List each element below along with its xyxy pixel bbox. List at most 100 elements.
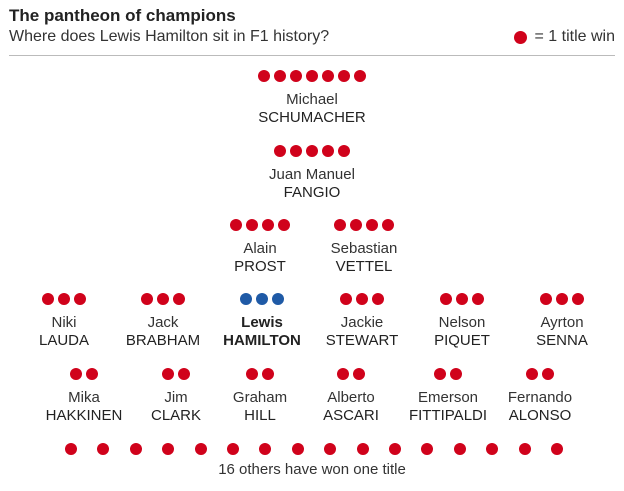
champion-last-name: FITTIPALDI xyxy=(408,407,488,424)
title-dot xyxy=(240,293,252,305)
other-champion-dot xyxy=(324,443,337,455)
champion-first-name: Alain xyxy=(243,240,277,257)
champion-last-name: PIQUET xyxy=(434,332,490,349)
title-dots xyxy=(205,368,315,380)
title-dots xyxy=(29,368,139,380)
title-dot xyxy=(338,145,350,157)
champion-last-name: STEWART xyxy=(325,332,399,349)
champion-lauda: Niki LAUDA xyxy=(9,293,119,350)
title-dots xyxy=(207,293,317,305)
other-champion-dot xyxy=(389,443,401,455)
title-dot xyxy=(290,70,302,82)
title-dots xyxy=(108,293,218,305)
title-dots xyxy=(121,368,231,380)
title-dot xyxy=(337,368,349,380)
title-dot xyxy=(162,368,174,380)
chart-title: The pantheon of champions xyxy=(9,6,236,25)
champion-fangio: Juan Manuel FANGIO xyxy=(257,145,367,202)
champion-last-name: HILL xyxy=(244,407,276,424)
champion-last-name: ASCARI xyxy=(323,407,379,424)
champion-first-name: Alberto xyxy=(327,389,375,406)
other-champion-dot xyxy=(291,443,304,455)
title-dot xyxy=(258,70,270,82)
champion-alonso: Fernando ALONSO xyxy=(485,368,595,425)
title-dots xyxy=(507,293,617,305)
title-dot xyxy=(173,293,185,305)
title-dot xyxy=(141,293,153,305)
chart-subtitle: Where does Lewis Hamilton sit in F1 hist… xyxy=(9,28,330,45)
title-dot xyxy=(322,145,334,157)
champion-hakkinen: Mika HAKKINEN xyxy=(29,368,139,425)
other-champion-dot xyxy=(421,443,434,455)
champion-vettel: Sebastian VETTEL xyxy=(309,219,419,276)
title-dot xyxy=(382,219,394,231)
champion-stewart: Jackie STEWART xyxy=(307,293,417,350)
champion-prost: Alain PROST xyxy=(205,219,315,276)
title-dot xyxy=(556,293,568,305)
legend: = 1 title win xyxy=(513,28,615,46)
title-dot xyxy=(256,293,268,305)
other-champion-dot xyxy=(518,443,531,455)
champion-last-name: HAMILTON xyxy=(223,332,301,349)
title-dot xyxy=(42,293,54,305)
other-champion-dot xyxy=(259,443,272,455)
champion-last-name: FANGIO xyxy=(283,184,341,201)
title-dot xyxy=(246,368,258,380)
other-champion-dot xyxy=(97,443,110,455)
title-dot xyxy=(306,70,318,82)
title-dot xyxy=(274,70,286,82)
champion-first-name: Jack xyxy=(147,314,179,331)
title-dots xyxy=(307,293,417,305)
champion-last-name: ALONSO xyxy=(508,407,572,424)
title-dot xyxy=(278,219,290,231)
champion-clark: Jim CLARK xyxy=(121,368,231,425)
champion-first-name: Jim xyxy=(164,389,188,406)
title-dot xyxy=(456,293,468,305)
champion-first-name: Nelson xyxy=(438,314,486,331)
legend-dot-icon xyxy=(513,30,527,44)
title-dot xyxy=(322,70,334,82)
title-dot xyxy=(262,368,274,380)
other-champion-dot xyxy=(65,443,77,455)
champion-first-name: Graham xyxy=(232,389,288,406)
champion-first-name: Sebastian xyxy=(330,240,398,257)
title-dots xyxy=(296,368,406,380)
title-dot xyxy=(74,293,86,305)
champion-first-name: Juan Manuel xyxy=(269,166,355,183)
title-dot xyxy=(450,368,462,380)
champion-fittipaldi: Emerson FITTIPALDI xyxy=(393,368,503,425)
champion-first-name: Niki xyxy=(51,314,77,331)
title-dot xyxy=(334,219,346,231)
champion-last-name: SENNA xyxy=(536,332,588,349)
title-dot xyxy=(58,293,70,305)
title-dot xyxy=(70,368,82,380)
title-dot xyxy=(340,293,352,305)
title-dot xyxy=(350,219,362,231)
others-label: 16 others have won one title xyxy=(218,461,406,478)
title-dot xyxy=(246,219,258,231)
title-dot xyxy=(440,293,452,305)
title-dots xyxy=(309,219,419,231)
champion-last-name: SCHUMACHER xyxy=(258,109,366,126)
champion-last-name: VETTEL xyxy=(335,258,393,275)
legend-label: = 1 title win xyxy=(534,28,615,45)
title-dots xyxy=(485,368,595,380)
champion-brabham: Jack BRABHAM xyxy=(108,293,218,350)
champion-first-name: Michael xyxy=(286,91,338,108)
other-champion-dot xyxy=(486,443,499,455)
title-dot xyxy=(178,368,190,380)
title-dot xyxy=(86,368,98,380)
title-dot xyxy=(366,219,378,231)
title-dot xyxy=(542,368,554,380)
title-dots xyxy=(257,70,367,82)
champion-schumacher: Michael SCHUMACHER xyxy=(257,70,367,127)
other-champion-dot xyxy=(551,443,563,455)
title-dot xyxy=(472,293,484,305)
title-dots xyxy=(205,219,315,231)
title-dot xyxy=(230,219,242,231)
champion-last-name: LAUDA xyxy=(38,332,90,349)
title-dot xyxy=(540,293,552,305)
champion-first-name: Jackie xyxy=(340,314,384,331)
title-dot xyxy=(338,70,350,82)
champion-ascari: Alberto ASCARI xyxy=(296,368,406,425)
